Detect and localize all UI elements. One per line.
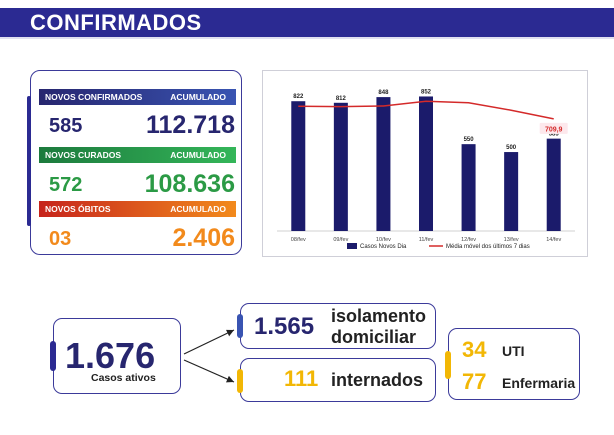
ward-value: 77 (462, 369, 487, 394)
x-tick-label: 14/fev (546, 237, 561, 243)
hospitalized-box (237, 358, 436, 402)
x-tick-label: 10/fev (376, 237, 391, 243)
legend-bar-swatch (347, 243, 357, 249)
panel-accent-bar (27, 96, 31, 226)
bar-09/fev (333, 102, 348, 231)
page-title: CONFIRMADOS (30, 10, 202, 35)
bar-value-label: 550 (464, 137, 475, 143)
recovered-total: 108.636 (144, 170, 235, 198)
recovered-label: NOVOS CURADOS (45, 150, 122, 160)
recovered-acc-label: ACUMULADO (170, 150, 226, 160)
hospitalized-value: 111 (284, 366, 319, 391)
bar-10/fev (376, 97, 391, 232)
x-tick-label: 08/fev (291, 237, 306, 243)
beds-accent (445, 351, 451, 379)
legend-line-label: Média móvel dos últimos 7 dias (446, 244, 530, 250)
icu-value: 34 (462, 337, 487, 362)
hospitalized-accent (237, 369, 243, 393)
active-cases-label: Casos ativos (91, 372, 156, 384)
confirmed-band: NOVOS CONFIRMADOS ACUMULADO (39, 89, 236, 105)
home-isolation-line1: isolamento (331, 306, 427, 326)
active-cases-value: 1.676 (65, 335, 156, 376)
deaths-acc-label: ACUMULADO (170, 204, 226, 214)
x-tick-label: 11/fev (419, 237, 434, 243)
deaths-new: 03 (49, 228, 72, 250)
connector-arrows (183, 329, 235, 383)
header-divider (0, 37, 614, 39)
bar-value-label: 822 (293, 94, 304, 100)
chart-container: 822 08/fev 812 09/fev 848 10/fev 852 11/fev 550 1… (262, 70, 588, 257)
recovered-band: NOVOS CURADOS ACUMULADO (39, 147, 236, 163)
recovered-new: 572 (49, 174, 83, 196)
bar-value-label: 848 (378, 90, 389, 96)
deaths-total: 2.406 (172, 224, 235, 252)
header-bar: CONFIRMADOS (0, 8, 614, 38)
confirmed-total: 112.718 (146, 111, 235, 139)
confirmed-label: NOVOS CONFIRMADOS (45, 92, 143, 102)
moving-average-line (298, 100, 554, 120)
bar-11/fev (419, 96, 433, 231)
highlight-label: 709,9 (545, 126, 563, 133)
highlight-label-bg (539, 122, 568, 134)
deaths-band: NOVOS ÓBITOS ACUMULADO (39, 201, 236, 217)
bar-value-label: 812 (336, 96, 347, 102)
bar-12/fev (461, 144, 476, 231)
arrow-up-icon (183, 329, 235, 355)
ward-label: Enfermaria (502, 375, 576, 391)
home-isolation-accent (237, 314, 243, 338)
x-tick-label: 13/fev (504, 237, 519, 243)
icu-label: UTI (502, 343, 525, 359)
legend-bar-label: Casos Novos Dia (360, 244, 407, 250)
active-accent (50, 341, 56, 371)
deaths-label: NOVOS ÓBITOS (45, 204, 111, 214)
bar-08/fev (291, 101, 306, 231)
x-tick-label: 12/fev (461, 237, 476, 243)
x-tick-label: 09/fev (333, 237, 348, 243)
confirmed-acc-label: ACUMULADO (170, 92, 226, 102)
hospitalized-label: internados (331, 370, 424, 390)
cases-chart: 822 08/fev 812 09/fev 848 10/fev 852 11/fev 550 1… (277, 89, 575, 250)
stats-panel: NOVOS CONFIRMADOS ACUMULADO 585 112.718 … (27, 70, 242, 255)
active-cases-box (50, 318, 181, 394)
beds-box (445, 328, 580, 400)
home-isolation-box (237, 303, 436, 349)
bar-value-label: 500 (506, 145, 517, 151)
bar-13/fev (504, 152, 519, 231)
bar-14/fev (546, 138, 561, 231)
bar-value-label: 585 (549, 132, 560, 138)
home-isolation-line2: domiciliar (331, 327, 417, 347)
confirmed-new: 585 (49, 115, 83, 137)
bar-value-label: 852 (421, 89, 432, 95)
arrow-down-icon (183, 359, 235, 383)
home-isolation-value: 1.565 (254, 313, 315, 340)
